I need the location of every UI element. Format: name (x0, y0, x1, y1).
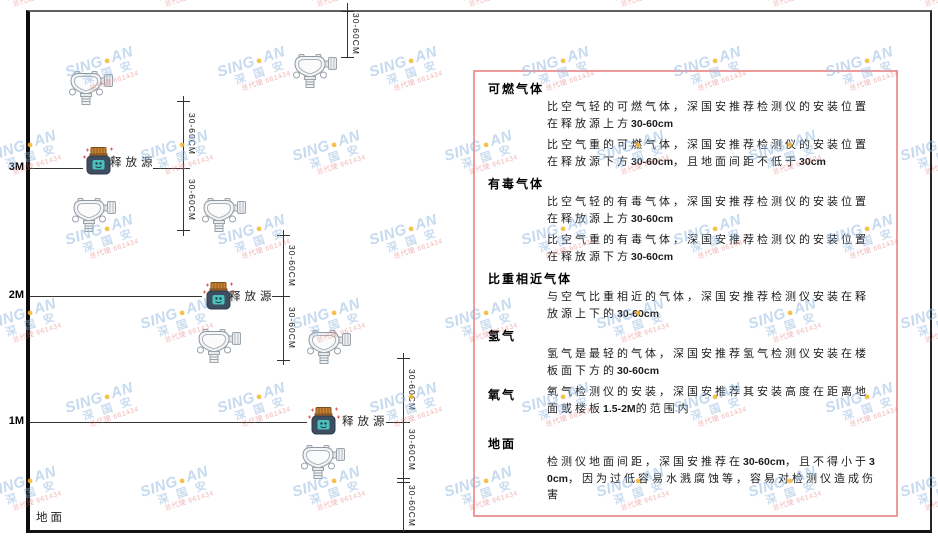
dimension-tick (341, 57, 354, 58)
release-source-icon (307, 406, 341, 436)
dimension-line (183, 96, 184, 236)
panel-paragraph: 比空气重的可燃气体，深国安推荐检测仪的安装位置在释放源下方30-60cm，且地面… (547, 139, 869, 168)
gas-detector-icon (70, 196, 116, 232)
panel-section: 比重相近气体与空气比重相近的气体，深国安推荐检测仪安装在释放源上下的30-60c… (488, 270, 896, 322)
height-tick-line (30, 168, 83, 169)
release-source-icon-svg (83, 147, 115, 175)
dimension-label: 30-60CM (407, 369, 417, 411)
panel-paragraph: 检测仪地面间距，深国安推荐在30-60cm，且不得小于30cm，因为过低容易水溅… (547, 456, 877, 501)
dimension-tick (277, 235, 290, 236)
panel-paragraph: 氧气检测仪的安装，深国安推荐其安装高度在距离地面或楼板1.5-2M的范围内 (547, 386, 869, 415)
dimension-tick (397, 482, 410, 483)
info-panel-content: 可燃气体 比空气轻的可燃气体，深国安推荐检测仪的安装位置在释放源上方30-60cm… (488, 80, 896, 504)
panel-section: 地面检测仪地面间距，深国安推荐在30-60cm，且不得小于30cm，因为过低容易… (488, 435, 896, 504)
dimension-tick (397, 358, 410, 359)
gas-detector-icon-svg (72, 198, 116, 232)
gas-detector-icon (305, 328, 351, 364)
gas-detector-icon-svg (202, 198, 246, 232)
release-source-icon-svg (308, 407, 340, 435)
height-tick-line (30, 296, 202, 297)
dimension-tick (397, 422, 410, 423)
release-source-label: 释放源 (229, 291, 276, 303)
room-outline (26, 10, 932, 533)
dimension-label: 30-60CM (287, 245, 297, 287)
panel-section: 有毒气体 比空气轻的有毒气体，深国安推荐检测仪的安装位置在释放源上方30-60cm… (488, 175, 896, 265)
dimension-line (347, 3, 348, 57)
ground-label: 地面 (36, 512, 65, 524)
release-source-label: 释放源 (342, 416, 389, 428)
dimension-tick (341, 11, 354, 12)
gas-detector-icon-svg (307, 330, 351, 364)
panel-section-heading: 有毒气体 (488, 177, 545, 191)
source-connector-line (153, 168, 181, 169)
panel-paragraph: 比空气轻的有毒气体，深国安推荐检测仪的安装位置在释放源上方30-60cm (547, 196, 869, 225)
height-label: 1M (8, 415, 24, 427)
panel-section-heading: 氧气 (488, 388, 517, 402)
dimension-tick (397, 478, 410, 479)
panel-paragraph: 比空气重的有毒气体，深国安推荐检测仪的安装位置在释放源下方30-60cm (547, 234, 869, 263)
height-label: 2M (8, 289, 24, 301)
dimension-label: 30-60CM (407, 485, 417, 527)
dimension-label: 30-60CM (351, 13, 361, 55)
height-label: 3M (8, 161, 24, 173)
panel-section-heading: 氢气 (488, 329, 517, 343)
release-source-icon-svg (203, 282, 235, 310)
gas-detector-icon (291, 52, 337, 88)
release-source-label: 释放源 (110, 157, 157, 169)
panel-section: 可燃气体 比空气轻的可燃气体，深国安推荐检测仪的安装位置在释放源上方30-60cm… (488, 80, 896, 170)
dimension-tick (177, 230, 190, 231)
gas-detector-icon (200, 196, 246, 232)
dimension-line (283, 230, 284, 365)
dimension-label: 30-60CM (187, 179, 197, 221)
dimension-tick (177, 168, 190, 169)
panel-paragraph: 氢气是最轻的气体，深国安推荐氢气检测仪安装在楼板面下方的30-60cm (547, 348, 869, 377)
dimension-line (403, 353, 404, 532)
panel-section-heading: 比重相近气体 (488, 272, 573, 286)
panel-paragraph: 与空气比重相近的气体，深国安推荐检测仪安装在释放源上下的30-60cm (547, 291, 869, 320)
release-source-icon (202, 281, 236, 311)
panel-section-heading: 地面 (488, 437, 517, 451)
panel-section-heading: 可燃气体 (488, 82, 545, 96)
gas-detector-icon-svg (69, 71, 113, 105)
panel-section: 氧气 氧气检测仪的安装，深国安推荐其安装高度在距离地面或楼板1.5-2M的范围内 (488, 384, 896, 422)
source-connector-line (386, 422, 401, 423)
gas-detector-icon (299, 443, 345, 479)
gas-detector-icon (67, 69, 113, 105)
dimension-tick (177, 101, 190, 102)
dimension-tick (277, 296, 290, 297)
source-connector-line (272, 296, 281, 297)
info-panel: 可燃气体 比空气轻的可燃气体，深国安推荐检测仪的安装位置在释放源上方30-60cm… (473, 70, 898, 517)
dimension-label: 30-60CM (407, 429, 417, 471)
gas-detector-icon-svg (197, 329, 241, 363)
release-source-icon (82, 146, 116, 176)
panel-section: 氢气氢气是最轻的气体，深国安推荐氢气检测仪安装在楼板面下方的30-60cm (488, 327, 896, 379)
gas-detector-icon (195, 327, 241, 363)
gas-detector-icon-svg (301, 445, 345, 479)
panel-paragraph: 比空气轻的可燃气体，深国安推荐检测仪的安装位置在释放源上方30-60cm (547, 101, 869, 130)
dimension-label: 30-60CM (287, 307, 297, 349)
dimension-label: 30-60CM (187, 113, 197, 155)
height-tick-line (30, 422, 307, 423)
gas-detector-icon-svg (293, 54, 337, 88)
dimension-tick (277, 360, 290, 361)
